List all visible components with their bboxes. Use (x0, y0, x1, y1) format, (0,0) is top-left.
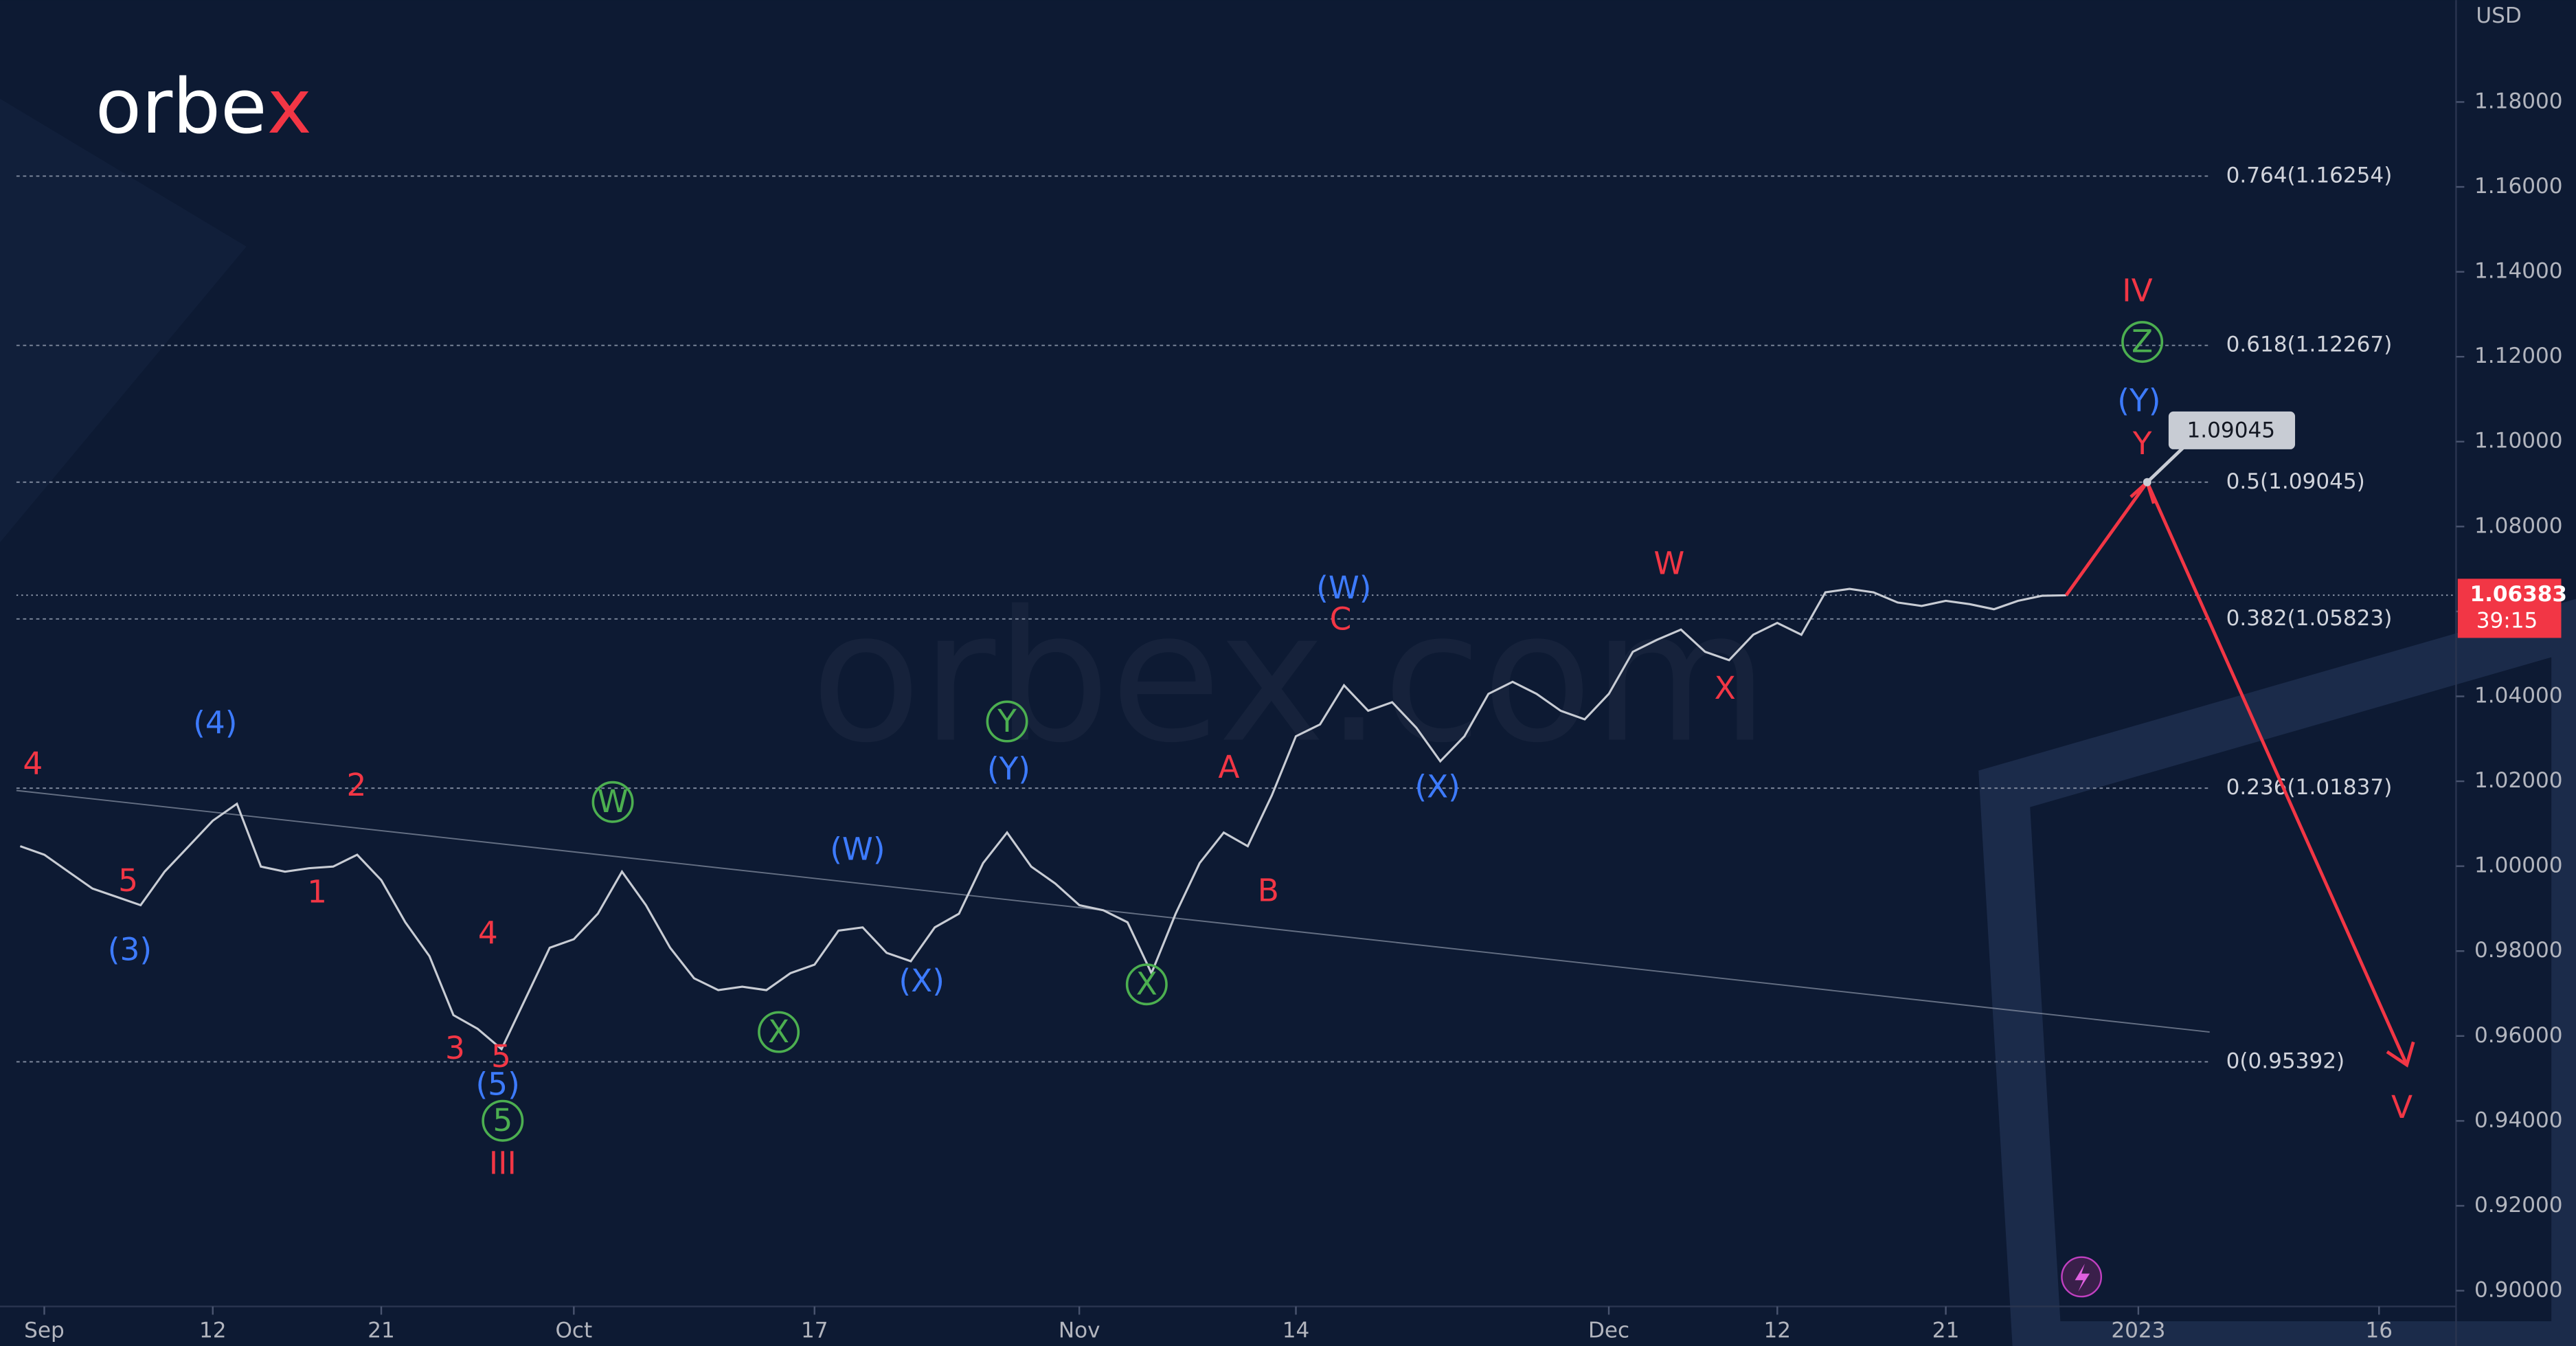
wave-label: 3 (445, 1030, 465, 1066)
callout-pointer (2146, 445, 2187, 484)
y-tick-label: 1.18000 (2474, 89, 2563, 113)
y-tick-label: 0.92000 (2474, 1193, 2563, 1218)
logo-main: orbe (95, 63, 267, 150)
trend-line (16, 789, 2210, 1033)
wave-label: W (1653, 545, 1684, 581)
wave-label: 5 (493, 1102, 512, 1139)
wave-label: A (1218, 749, 1239, 785)
price-line (19, 587, 2066, 1051)
watermark: orbex.com (811, 573, 1768, 783)
wave-circle (2121, 321, 2164, 363)
x-tick-label: Sep (24, 1318, 65, 1343)
wave-label: V (2391, 1089, 2413, 1125)
x-tick-label: 2023 (2111, 1318, 2165, 1343)
currency-label: USD (2476, 3, 2521, 28)
wave-label: (W) (1316, 570, 1371, 606)
wave-label: 4 (478, 915, 498, 951)
fib-label: 0(0.95392) (2226, 1048, 2345, 1073)
wave-label: (X) (1414, 769, 1460, 805)
fib-label: 0.764(1.16254) (2226, 163, 2393, 188)
y-tick-label: 0.96000 (2474, 1023, 2563, 1048)
wave-label: IV (2122, 272, 2152, 309)
wave-label: (Y) (987, 750, 1030, 787)
x-tick-label: 12 (199, 1318, 227, 1343)
y-tick-label: 1.00000 (2474, 853, 2563, 878)
wave-label: X (1715, 670, 1736, 706)
wave-circle (1125, 963, 1168, 1006)
wave-label: Y (997, 703, 1017, 739)
wave-label: 1 (307, 874, 327, 910)
wave-label: X (1136, 966, 1157, 1002)
logo: orbex (95, 63, 312, 150)
wave-label: (5) (475, 1066, 519, 1102)
wave-circle (482, 1099, 524, 1142)
y-tick-label: 1.16000 (2474, 174, 2563, 199)
wave-circle (758, 1011, 800, 1053)
y-tick-label: 1.10000 (2474, 429, 2563, 453)
price-tag-value: 1.06383 (2470, 582, 2568, 607)
wave-label: Y (2132, 425, 2152, 462)
wave-label: (3) (108, 931, 152, 967)
wave-label: (X) (899, 963, 945, 999)
y-tick-label: 0.94000 (2474, 1108, 2563, 1132)
x-tick-label: 12 (1764, 1318, 1792, 1343)
x-tick-label: Oct (555, 1318, 592, 1343)
wave-label: X (768, 1013, 789, 1050)
fib-label: 0.236(1.01837) (2226, 775, 2393, 800)
arrow-head (2386, 1041, 2415, 1068)
wave-label: III (489, 1145, 517, 1181)
wave-label: B (1258, 872, 1279, 908)
x-tick-label: 16 (2366, 1318, 2393, 1343)
wave-label: C (1330, 601, 1352, 638)
x-tick-label: 21 (1932, 1318, 1960, 1343)
decor (0, 98, 247, 543)
fib-label: 0.382(1.05823) (2226, 606, 2393, 631)
wave-circle (591, 781, 634, 823)
y-tick-label: 1.12000 (2474, 344, 2563, 368)
wave-label: 4 (23, 745, 43, 782)
x-tick-label: 17 (801, 1318, 828, 1343)
fib-label: 0.5(1.09045) (2226, 469, 2365, 494)
wave-label: Z (2132, 323, 2153, 359)
price-tag (2457, 579, 2562, 638)
wave-label: 5 (118, 862, 138, 899)
x-tick-label: Dec (1588, 1318, 1629, 1343)
y-tick-label: 1.14000 (2474, 259, 2563, 284)
wave-label: (W) (830, 831, 885, 867)
x-tick-label: 14 (1283, 1318, 1310, 1343)
wave-label: W (598, 783, 629, 820)
x-tick-label: Nov (1059, 1318, 1100, 1343)
x-tick-label: 21 (368, 1318, 395, 1343)
y-tick-label: 1.04000 (2474, 683, 2563, 708)
wave-label: (Y) (2117, 383, 2160, 419)
y-tick-label: 0.90000 (2474, 1278, 2563, 1303)
alert-icon-bolt (2075, 1264, 2090, 1292)
fib-label: 0.618(1.12267) (2226, 333, 2393, 357)
price-tag-countdown: 39:15 (2476, 609, 2538, 633)
y-tick-label: 1.08000 (2474, 513, 2563, 538)
wave-label: (4) (193, 704, 237, 741)
callout-text: 1.09045 (2187, 418, 2276, 443)
y-tick-label: 1.02000 (2474, 768, 2563, 793)
wave-label: 5 (491, 1038, 511, 1075)
logo-accent: x (267, 63, 312, 150)
wave-label: 2 (347, 767, 367, 803)
wave-circle (986, 700, 1028, 743)
y-tick-label: 0.98000 (2474, 938, 2563, 963)
callout-box (2168, 411, 2296, 449)
